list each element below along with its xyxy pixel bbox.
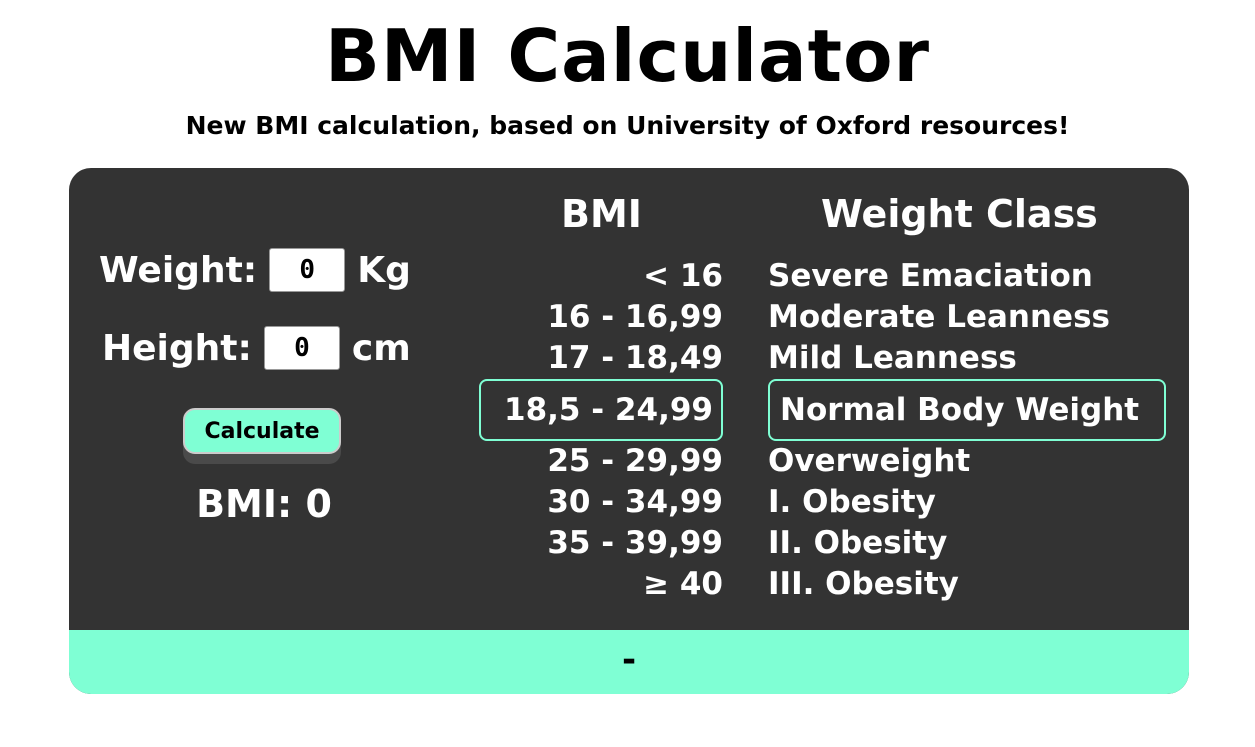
height-label: Height: — [102, 327, 252, 369]
bmi-range-cell: 25 - 29,99 — [547, 443, 723, 479]
calculate-button-wrap: Calculate — [183, 408, 341, 464]
weight-label: Weight: — [99, 249, 258, 291]
bmi-range-cell: < 16 — [643, 258, 723, 294]
weight-class-cell: Moderate Leanness — [768, 299, 1110, 335]
page-subtitle: New BMI calculation, based on University… — [185, 111, 1070, 140]
page-title: BMI Calculator — [324, 14, 931, 98]
weight-row: Weight: Kg — [99, 248, 411, 292]
weight-class-cell: Severe Emaciation — [768, 258, 1093, 294]
weight-class-column: Severe Emaciation Moderate Leanness Mild… — [768, 256, 1168, 605]
bmi-result: BMI: 0 — [169, 482, 359, 526]
weight-class-cell: Mild Leanness — [768, 340, 1017, 376]
bmi-result-label: BMI: — [196, 482, 293, 526]
bmi-range-cell: ≥ 40 — [643, 566, 723, 602]
height-unit: cm — [351, 327, 411, 369]
bmi-range-cell: 35 - 39,99 — [547, 525, 723, 561]
weight-class-cell: I. Obesity — [768, 484, 936, 520]
result-status-bar: - — [69, 630, 1189, 694]
weight-class-column-header: Weight Class — [821, 192, 1098, 236]
bmi-range-cell: 30 - 34,99 — [547, 484, 723, 520]
bmi-range-cell: 17 - 18,49 — [547, 340, 723, 376]
weight-class-cell: III. Obesity — [768, 566, 959, 602]
bmi-column-header: BMI — [561, 192, 642, 236]
height-input[interactable] — [263, 326, 340, 370]
weight-class-cell: Overweight — [768, 443, 971, 479]
weight-class-cell-highlighted: Normal Body Weight — [768, 379, 1166, 441]
weight-class-cell: II. Obesity — [768, 525, 948, 561]
bmi-range-cell-highlighted: 18,5 - 24,99 — [479, 379, 723, 441]
weight-input[interactable] — [269, 248, 346, 292]
height-row: Height: cm — [102, 326, 411, 370]
bmi-result-value: 0 — [305, 482, 332, 526]
bmi-range-column: < 16 16 - 16,99 17 - 18,49 18,5 - 24,99 … — [479, 256, 723, 605]
calculate-button[interactable]: Calculate — [183, 408, 341, 454]
weight-unit: Kg — [357, 249, 411, 291]
bmi-range-cell: 16 - 16,99 — [547, 299, 723, 335]
calculator-card: Weight: Kg Height: cm Calculate BMI: 0 B… — [69, 168, 1189, 694]
